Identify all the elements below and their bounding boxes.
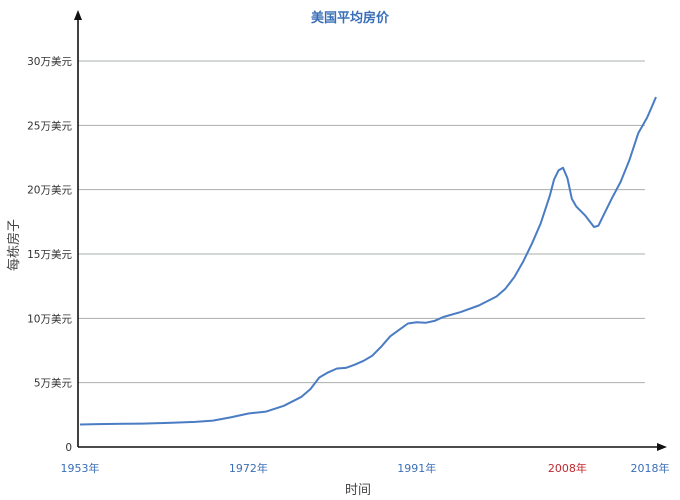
y-tick-label: 5万美元 <box>34 377 73 390</box>
y-tick-label: 25万美元 <box>27 119 72 132</box>
x-tick-label: 2008年 <box>548 461 587 475</box>
x-tick-labels: 1953年 1972年 1991年 2008年 2018年 <box>61 461 670 475</box>
x-tick-label: 1972年 <box>229 461 268 475</box>
chart-title: 美国平均房价 <box>311 10 390 26</box>
y-tick-label: 10万美元 <box>27 312 72 325</box>
y-axis-label: 每栋房子 <box>6 219 22 271</box>
x-axis-arrow <box>657 443 667 451</box>
y-tick-label: 30万美元 <box>27 55 72 68</box>
x-tick-label: 1991年 <box>397 461 436 475</box>
series-line <box>79 96 657 426</box>
x-axis-label: 时间 <box>345 483 371 498</box>
y-axis-arrow <box>74 10 82 20</box>
y-tick-labels: 0 5万美元 10万美元 15万美元 20万美元 25万美元 30万美元 <box>27 55 72 454</box>
y-tick-label: 0 <box>65 442 72 454</box>
grid-layer <box>78 60 645 384</box>
x-tick-label: 1953年 <box>61 461 100 475</box>
y-tick-label: 15万美元 <box>27 248 72 261</box>
x-tick-label: 2018年 <box>631 461 670 475</box>
y-tick-label: 20万美元 <box>27 184 72 197</box>
